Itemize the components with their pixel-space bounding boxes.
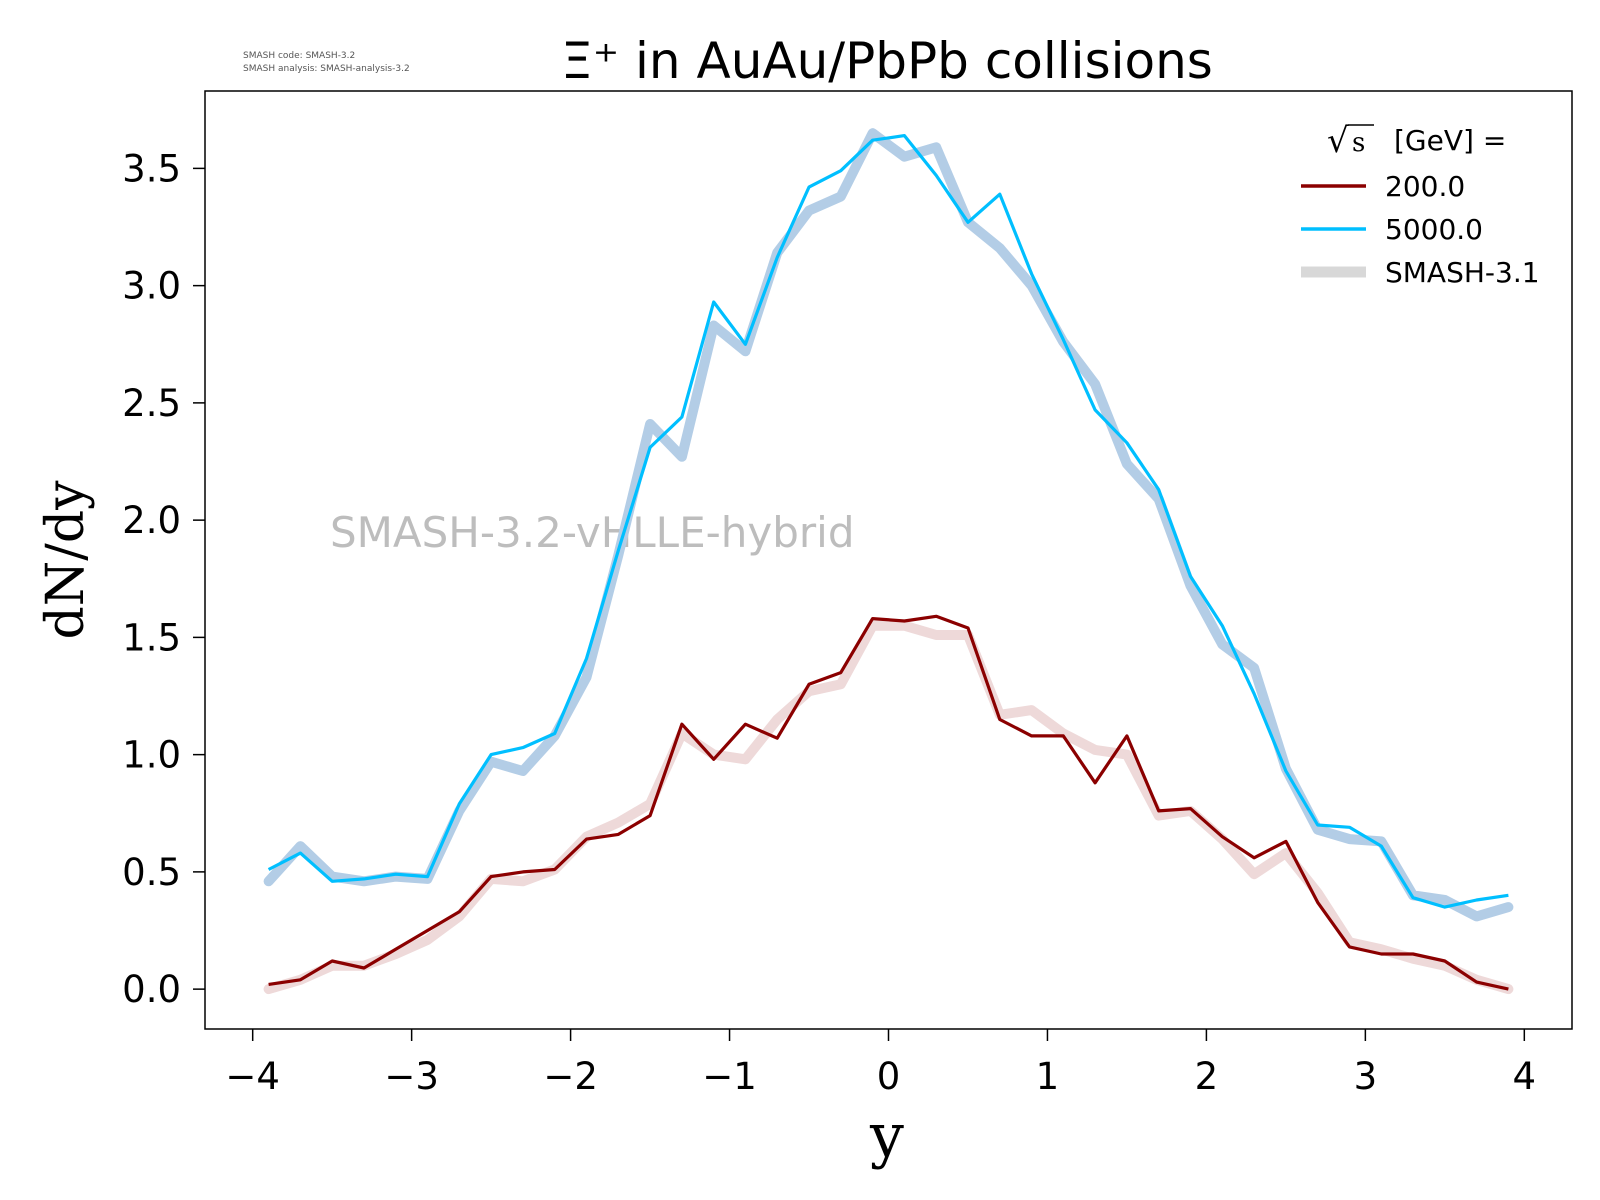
y-tick-label: 0.0	[122, 968, 181, 1011]
smash-version-info: SMASH code: SMASH-3.2 SMASH analysis: SM…	[243, 51, 410, 74]
x-tick-label: 1	[1036, 1055, 1060, 1098]
plot-frame	[204, 90, 1573, 1030]
smash-code-info: SMASH code: SMASH-3.2	[243, 51, 355, 61]
y-tick-label: 3.5	[122, 147, 181, 190]
series-line-200.0	[268, 614, 1509, 991]
y-tick-label: 2.0	[122, 499, 181, 542]
watermark-text: SMASH-3.2-vHLLE-hybrid	[330, 508, 855, 557]
x-tick-label: −3	[384, 1055, 439, 1098]
x-tick-label: −1	[702, 1055, 757, 1098]
reference-line-200.0	[263, 620, 1514, 995]
y-axis-label: dN/dy	[36, 480, 96, 640]
x-axis-label: y	[869, 1101, 904, 1171]
legend-title-sqrt-s: s	[1352, 128, 1365, 158]
x-axis: −4 −3 −2 −1 0 1 2 3 4	[225, 1029, 1536, 1098]
legend-title-unit: [GeV] =	[1394, 124, 1506, 157]
x-tick-label: −4	[225, 1055, 280, 1098]
reference-series-group	[263, 128, 1514, 995]
x-tick-label: 2	[1195, 1055, 1219, 1098]
y-axis: 0.0 0.5 1.0 1.5 2.0 2.5 3.0 3.5	[122, 147, 205, 1011]
legend-label-5000: 5000.0	[1385, 213, 1483, 246]
series-line-5000.0	[267, 134, 1509, 909]
legend: √ s [GeV] = 200.0 5000.0 SMASH-3.1	[1301, 121, 1540, 289]
smash-analysis-info: SMASH analysis: SMASH-analysis-3.2	[243, 64, 410, 74]
sqrt-symbol: √	[1327, 121, 1349, 161]
chart-title: Ξ⁺ in AuAu/PbPb collisions	[561, 32, 1213, 90]
y-tick-label: 1.0	[122, 734, 181, 777]
legend-label-smash-3-1: SMASH-3.1	[1385, 256, 1540, 289]
x-tick-label: 4	[1513, 1055, 1537, 1098]
x-tick-label: −2	[543, 1055, 598, 1098]
x-tick-label: 3	[1354, 1055, 1378, 1098]
x-tick-label: 0	[877, 1055, 901, 1098]
y-tick-label: 3.0	[122, 265, 181, 308]
data-series-group	[267, 134, 1509, 991]
legend-label-200: 200.0	[1385, 170, 1465, 203]
y-tick-label: 1.5	[122, 616, 181, 659]
y-tick-label: 2.5	[122, 382, 181, 425]
y-tick-label: 0.5	[122, 851, 181, 894]
